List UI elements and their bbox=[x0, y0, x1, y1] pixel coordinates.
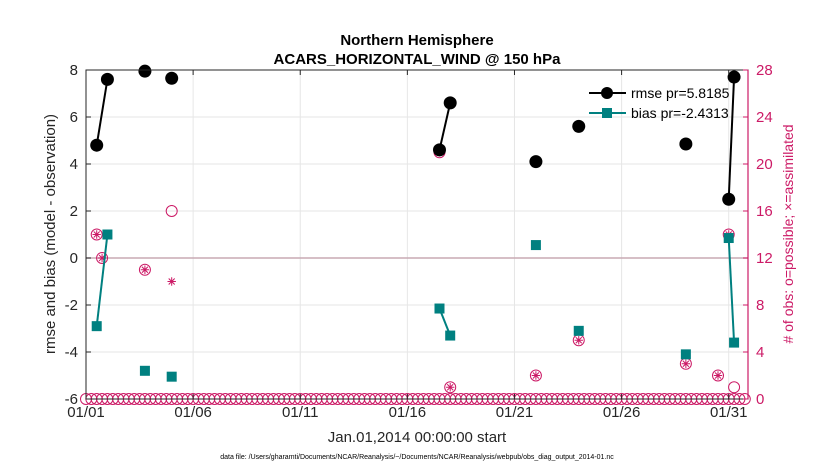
rmse-marker bbox=[443, 96, 457, 110]
bias-marker bbox=[445, 330, 456, 341]
y-tick-label: 6 bbox=[70, 109, 78, 126]
y2-axis-label: # of obs: o=possible; ×=assimilated bbox=[780, 124, 796, 343]
x-axis-label: Jan.01,2014 00:00:00 start bbox=[328, 429, 507, 446]
footnote: data file: /Users/gharamti/Documents/NCA… bbox=[220, 454, 614, 461]
bias-marker bbox=[434, 303, 445, 314]
x-tick-label: 01/26 bbox=[603, 404, 641, 421]
x-tick-label: 01/16 bbox=[389, 404, 427, 421]
legend-bias-label: bias pr=-2.4313 bbox=[631, 105, 729, 121]
y-tick-label: 2 bbox=[70, 203, 78, 220]
bias-marker bbox=[139, 365, 150, 376]
rmse-marker bbox=[90, 138, 104, 152]
y-tick-label: 8 bbox=[70, 62, 78, 79]
x-tick-label: 01/06 bbox=[174, 404, 212, 421]
rmse-marker bbox=[572, 119, 586, 133]
rmse-marker bbox=[432, 143, 446, 157]
bias-line-segment bbox=[95, 234, 109, 327]
rmse-marker bbox=[722, 192, 736, 206]
legend: rmse pr=5.8185 bias pr=-2.4313 bbox=[589, 85, 730, 121]
obs-possible-marker bbox=[529, 369, 542, 382]
y2-tick-label: 24 bbox=[756, 109, 773, 126]
y2-tick-label: 16 bbox=[756, 203, 773, 220]
rmse-marker bbox=[529, 155, 543, 169]
y-axis-label: rmse and bias (model - observation) bbox=[42, 114, 59, 354]
obs-possible-marker bbox=[165, 205, 178, 217]
x-tick-label: 01/21 bbox=[496, 404, 534, 421]
obs-assimilated-marker bbox=[574, 336, 583, 345]
bias-marker bbox=[91, 321, 102, 332]
obs-assimilated-marker bbox=[713, 371, 723, 380]
y-tick-label: -4 bbox=[65, 344, 78, 361]
bias-line-segment bbox=[727, 237, 736, 343]
y2-tick-label: 28 bbox=[756, 62, 773, 79]
axis-ticks: 01/01 01/06 01/11 01/16 01/21 01/26 01/31 -6 -4 -… bbox=[65, 62, 773, 421]
chart-subtitle: ACARS_HORIZONTAL_WIND @ 150 hPa bbox=[274, 51, 562, 68]
x-tick-label: 01/11 bbox=[282, 404, 318, 421]
rmse-line-segment bbox=[95, 79, 109, 146]
bias-marker bbox=[680, 349, 691, 360]
obs-assimilated-marker bbox=[92, 230, 101, 239]
obs-possible-marker bbox=[90, 228, 103, 241]
legend-bias-marker bbox=[602, 108, 612, 118]
plot-background bbox=[86, 70, 748, 399]
bias-marker bbox=[573, 325, 584, 336]
legend-rmse-marker bbox=[601, 87, 613, 99]
y-tick-label: -6 bbox=[65, 391, 78, 408]
rmse-marker bbox=[727, 70, 741, 84]
y-tick-label: 0 bbox=[70, 250, 78, 267]
obs-assimilated-marker bbox=[97, 253, 107, 263]
obs-assimilated-marker bbox=[140, 265, 150, 274]
x-tick-label: 01/01 bbox=[67, 404, 105, 421]
rmse-line-segment bbox=[438, 102, 452, 151]
rmse-marker bbox=[100, 72, 114, 86]
y2-tick-label: 4 bbox=[756, 344, 764, 361]
rmse-marker bbox=[138, 64, 152, 78]
obs-possible-marker bbox=[138, 263, 151, 276]
obs-possible-marker bbox=[96, 252, 109, 264]
y2-tick-label: 20 bbox=[756, 156, 773, 173]
obs-possible-marker bbox=[444, 381, 457, 394]
obs-assimilated-marker bbox=[446, 383, 455, 392]
y-tick-label: -2 bbox=[65, 297, 78, 314]
bias-marker bbox=[102, 229, 113, 240]
obs-assimilated-marker bbox=[681, 359, 691, 368]
bias-marker bbox=[530, 240, 541, 251]
series-lines bbox=[90, 64, 741, 382]
bias-marker bbox=[729, 337, 740, 348]
obs-possible-marker bbox=[712, 369, 725, 382]
rmse-marker bbox=[165, 71, 179, 85]
y2-tick-label: 12 bbox=[756, 250, 773, 267]
legend-rmse-label: rmse pr=5.8185 bbox=[631, 85, 730, 101]
y2-tick-label: 8 bbox=[756, 297, 764, 314]
bias-marker bbox=[166, 371, 177, 382]
obs-assimilated-marker bbox=[531, 371, 541, 380]
rmse-marker bbox=[679, 137, 693, 151]
y2-tick-label: 0 bbox=[756, 391, 764, 408]
rmse-line-segment bbox=[727, 77, 736, 200]
obs-possible-marker bbox=[728, 381, 741, 394]
x-tick-label: 01/31 bbox=[710, 404, 748, 421]
bias-marker bbox=[723, 233, 734, 244]
chart-title: Northern Hemisphere bbox=[340, 32, 493, 49]
obs-assimilated-marker bbox=[167, 277, 176, 286]
y-tick-label: 4 bbox=[70, 156, 78, 173]
